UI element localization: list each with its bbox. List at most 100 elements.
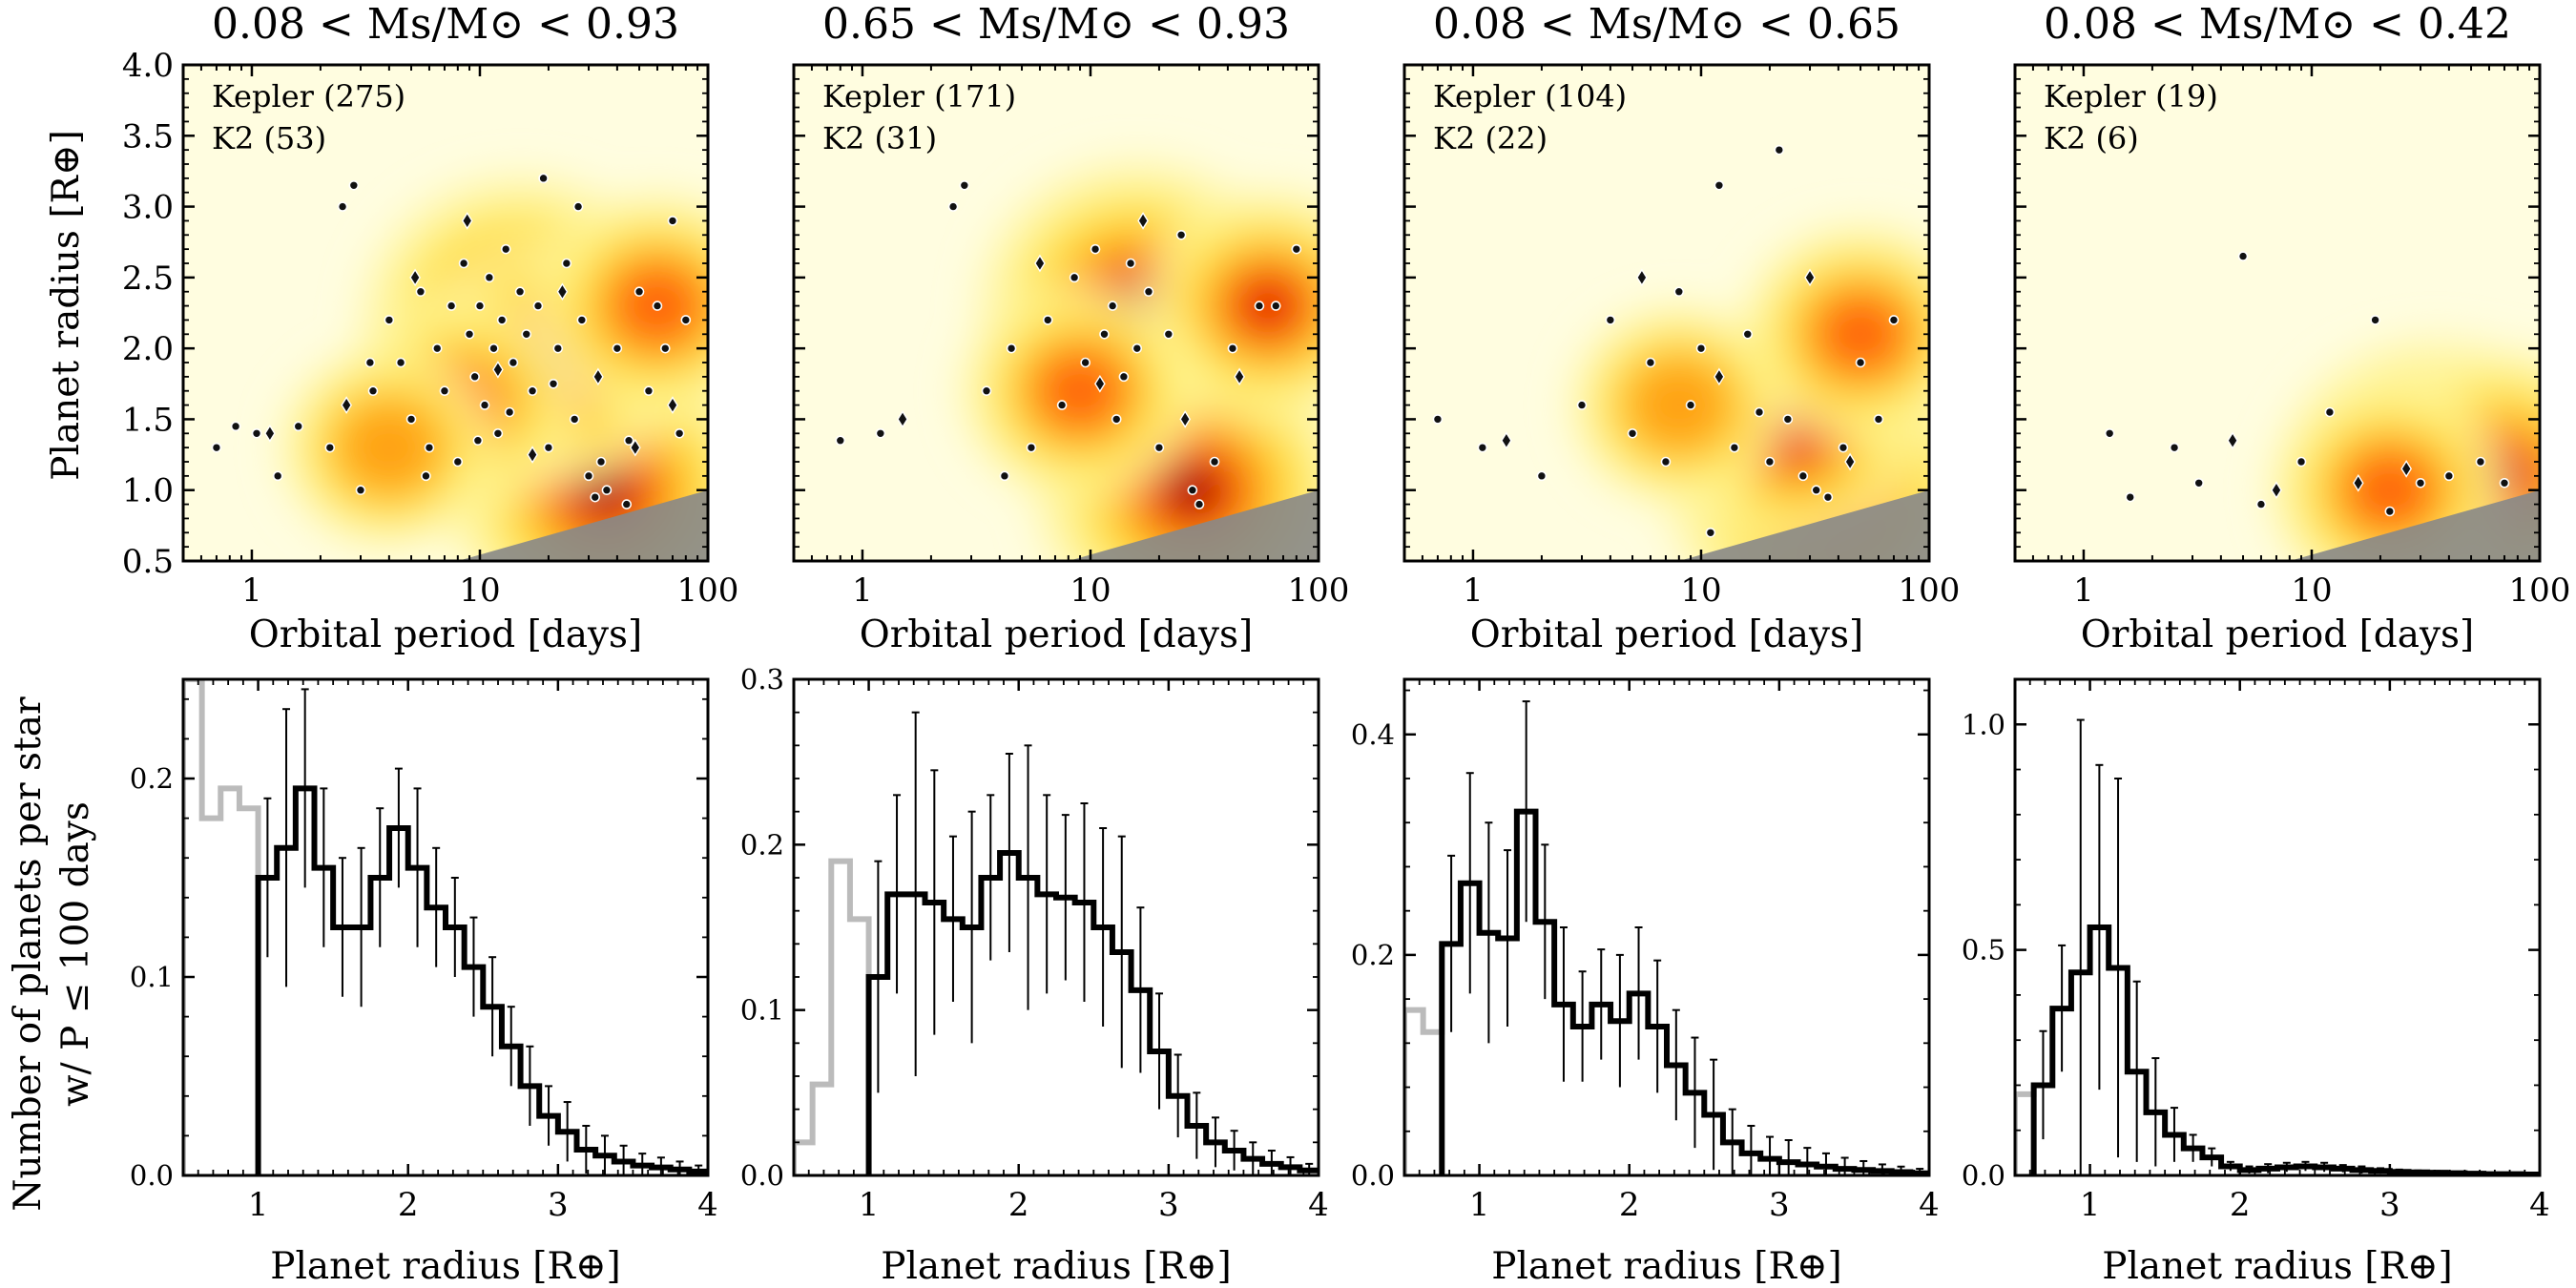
kepler-point <box>1660 456 1672 467</box>
kepler-point <box>251 427 262 439</box>
kepler-point <box>514 286 526 298</box>
k2-point <box>1636 268 1648 287</box>
kepler-point <box>1811 485 1822 496</box>
kepler-point <box>652 301 663 311</box>
histogram-bars <box>2030 924 2540 1175</box>
kepler-point <box>1194 499 1205 509</box>
kepler-point <box>1729 442 1740 453</box>
kepler-point <box>548 378 559 389</box>
k2-point <box>2400 460 2412 478</box>
kepler-point <box>488 343 499 354</box>
plot-area <box>183 65 708 561</box>
k2-point <box>2352 473 2364 492</box>
kepler-point <box>538 173 549 184</box>
k2-point <box>527 446 538 464</box>
kepler-point <box>1627 427 1638 439</box>
x-tick-label: 10 <box>1070 571 1111 610</box>
kepler-point <box>623 435 634 447</box>
axes-frame <box>2013 677 2542 1177</box>
y-tick-label: 2.0 <box>122 330 174 368</box>
kepler-point <box>601 485 613 496</box>
kepler-point <box>572 201 584 212</box>
kepler-point <box>959 179 970 191</box>
x-tick-label: 4 <box>697 1186 718 1224</box>
kepler-point <box>1254 301 1265 311</box>
x-axis-label: Planet radius [R⊕] <box>881 1245 1232 1288</box>
kepler-point <box>1576 400 1588 410</box>
kepler-point <box>272 470 283 482</box>
y-tick-label: 3.0 <box>122 189 174 227</box>
x-axis-label: Planet radius [R⊕] <box>270 1245 621 1288</box>
kepler-point <box>1855 357 1866 368</box>
kepler-point <box>1006 343 1017 354</box>
kepler-point <box>1163 328 1174 340</box>
k2-point <box>1804 268 1816 287</box>
kepler-point <box>875 427 886 439</box>
kepler-point <box>458 258 469 269</box>
kepler-point <box>583 470 594 482</box>
kepler-point <box>1822 491 1834 503</box>
y-tick-label: 1.0 <box>1962 708 2005 740</box>
kepler-point <box>1645 357 1656 368</box>
legend-k2: K2 (6) <box>2044 120 2139 156</box>
legend-kepler: Kepler (19) <box>2044 78 2218 114</box>
axes-frame <box>181 63 710 563</box>
kepler-point <box>659 343 671 354</box>
x-tick-label: 100 <box>1899 571 1961 610</box>
kepler-point <box>2324 406 2336 418</box>
y-tick-label: 3.5 <box>122 117 174 156</box>
kepler-point <box>1270 301 1281 311</box>
axes-frame <box>2013 63 2542 563</box>
panel-title: 0.08 < Ms/M⊙ < 0.65 <box>1433 0 1901 49</box>
x-tick-label: 3 <box>548 1186 569 1224</box>
y-tick-label: 1.0 <box>122 472 174 510</box>
x-axis-label: Orbital period [days] <box>1470 613 1864 656</box>
kepler-point <box>384 315 395 325</box>
k2-point <box>1714 367 1725 386</box>
x-tick-label: 1 <box>248 1186 269 1224</box>
histogram-bars <box>255 785 708 1175</box>
y-tick-label: 1.5 <box>122 401 174 439</box>
kepler-point <box>2125 491 2136 503</box>
x-tick-label: 10 <box>1680 571 1721 610</box>
kepler-point <box>1118 371 1130 383</box>
kepler-point <box>1069 272 1080 283</box>
plot-area <box>794 679 1319 1175</box>
legend-k2: K2 (22) <box>1433 120 1548 156</box>
x-tick-label: 2 <box>2230 1186 2251 1224</box>
density-level <box>337 400 441 495</box>
y-tick-label: 0.0 <box>130 1159 174 1192</box>
kepler-point <box>364 357 376 368</box>
kepler-point <box>1742 328 1754 340</box>
x-tick-label: 4 <box>1919 1186 1940 1224</box>
kepler-point <box>1782 414 1794 425</box>
kepler-point <box>324 442 336 453</box>
kepler-point <box>1099 328 1110 340</box>
kepler-point <box>552 343 564 354</box>
kepler-point <box>405 414 417 425</box>
kepler-point <box>415 286 426 298</box>
density-level <box>1818 295 1903 373</box>
plot-background <box>794 679 1319 1175</box>
kepler-point <box>2169 442 2180 453</box>
x-tick-label: 1 <box>2073 571 2094 610</box>
plot-area <box>183 679 708 1175</box>
legend-k2: K2 (31) <box>822 120 937 156</box>
x-tick-label: 10 <box>459 571 500 610</box>
k2-point <box>409 268 421 287</box>
kepler-point <box>2415 477 2426 488</box>
kepler-point <box>1714 179 1725 191</box>
kepler-point <box>543 442 554 453</box>
bottom-ylabel-line2: w/ P ≤ 100 days <box>54 801 97 1107</box>
legend-k2: K2 (53) <box>212 120 326 156</box>
histogram-bars <box>1439 808 1929 1175</box>
kepler-point <box>590 491 601 503</box>
kepler-point <box>947 201 959 212</box>
histogram-panel-2: 1 2 3 4 0.0 0.1 0.2 0.3 Planet radius [R⊕] <box>740 663 1329 1288</box>
x-axis-label: Planet radius [R⊕] <box>1491 1245 1842 1288</box>
kepler-point <box>1132 343 1143 354</box>
legend-kepler: Kepler (104) <box>1433 78 1627 114</box>
x-tick-label: 1 <box>852 571 873 610</box>
y-tick-label: 0.5 <box>122 543 174 581</box>
